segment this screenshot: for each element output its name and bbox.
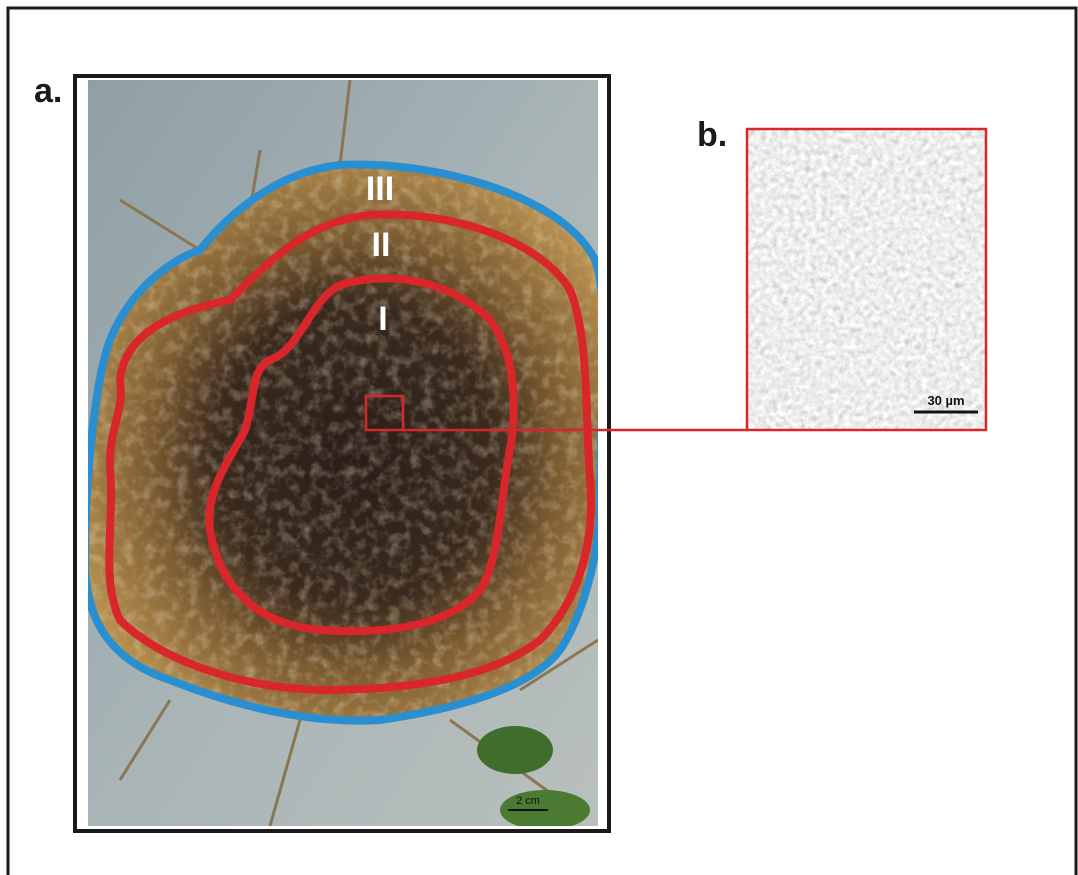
scale-bar-label: 30 µm <box>927 393 964 408</box>
sem-image <box>747 129 986 430</box>
panel-b-label: b. <box>697 116 727 154</box>
photo: III II I 2 cm <box>80 80 610 830</box>
zone-label: I <box>378 300 387 338</box>
zone-label: II <box>372 226 391 264</box>
scale-bar-label: 2 cm <box>516 795 540 807</box>
figure: a. III II I 2 cm b. 30 µm <box>0 0 1078 875</box>
figure-page: a. III II I 2 cm b. 30 µm <box>0 0 1078 875</box>
panel-a-label: a. <box>34 72 62 110</box>
zone-label: III <box>366 170 394 208</box>
